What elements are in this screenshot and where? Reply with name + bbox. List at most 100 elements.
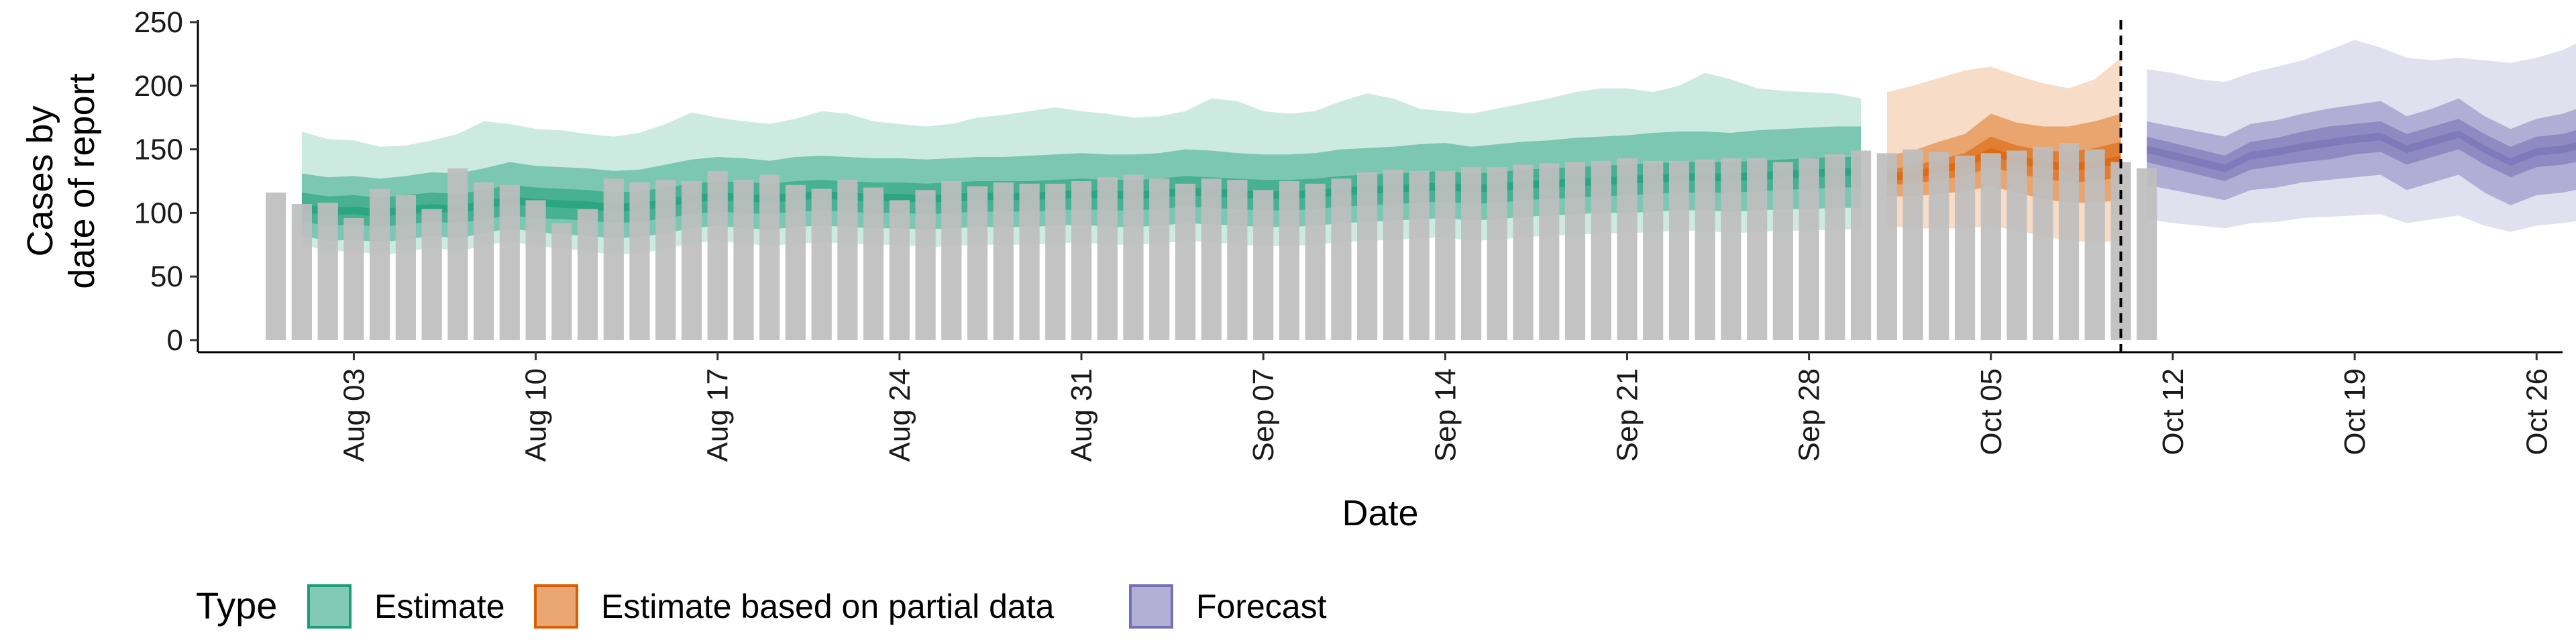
bar xyxy=(1461,167,1482,340)
bar xyxy=(811,189,832,340)
bar xyxy=(1435,170,1456,340)
x-tick-label: Sep 07 xyxy=(1247,368,1280,462)
x-axis-title: Date xyxy=(1342,493,1418,533)
bar xyxy=(1123,174,1144,340)
bar xyxy=(1617,158,1638,340)
bar xyxy=(2137,168,2157,340)
bar xyxy=(1643,160,1664,340)
bar xyxy=(1851,150,1872,340)
legend-label: Estimate xyxy=(374,588,505,625)
bar xyxy=(785,184,806,340)
bar xyxy=(1825,154,1845,340)
bar xyxy=(1799,158,1819,340)
bar xyxy=(1357,172,1378,340)
bar xyxy=(1747,158,1768,340)
bar xyxy=(2033,146,2053,341)
bar xyxy=(474,182,494,340)
bar xyxy=(863,187,884,340)
bar xyxy=(2006,150,2027,340)
bar xyxy=(1955,156,1976,340)
x-tick-label: Aug 31 xyxy=(1065,368,1098,462)
axes-layer: 0 50 100 150 200 250 Aug 03 Aug 10 Aug 17 Aug 24 A… xyxy=(20,6,2563,533)
bar xyxy=(733,180,754,340)
bar xyxy=(1175,183,1196,340)
bar xyxy=(655,180,676,340)
legend-key xyxy=(534,584,578,629)
bar xyxy=(2084,149,2105,340)
bar xyxy=(1772,162,1793,340)
ribbon-forecast-median xyxy=(2147,130,2576,172)
y-tick-label: 250 xyxy=(134,6,183,39)
bar xyxy=(915,190,936,340)
bar xyxy=(1929,152,1949,340)
y-tick-label: 150 xyxy=(134,133,183,166)
bar xyxy=(1045,183,1066,340)
x-tick-label: Oct 12 xyxy=(2157,368,2190,455)
bar xyxy=(1695,159,1715,341)
bar xyxy=(1876,153,1897,341)
bar xyxy=(317,203,338,340)
y-axis-title: Cases bydate of report xyxy=(20,73,102,288)
bar xyxy=(266,193,286,340)
bar xyxy=(1097,177,1118,340)
y-tick-label: 100 xyxy=(134,197,183,229)
bar xyxy=(1279,181,1299,340)
bar xyxy=(1980,153,2001,341)
bar xyxy=(395,195,416,340)
x-tick-label: Oct 19 xyxy=(2339,368,2371,455)
x-tick-label: Sep 14 xyxy=(1429,368,1462,462)
x-tick-label: Aug 10 xyxy=(520,368,553,462)
legend-title: Type xyxy=(196,584,277,627)
bar xyxy=(1668,160,1690,340)
legend-key xyxy=(1129,584,1173,629)
y-tick-label: 50 xyxy=(150,260,183,293)
x-tick-label: Oct 26 xyxy=(2520,368,2553,455)
bar xyxy=(1721,158,1741,340)
bar xyxy=(837,180,858,340)
bar xyxy=(1149,178,1170,340)
x-tick-label: Sep 21 xyxy=(1611,368,1644,462)
y-axis-title-line: Cases by xyxy=(20,105,60,256)
x-tick-label: Aug 17 xyxy=(702,368,735,462)
bar xyxy=(1331,178,1352,340)
legend-label: Forecast xyxy=(1196,588,1327,625)
x-tick-label: Sep 28 xyxy=(1793,368,1826,462)
bar xyxy=(370,189,390,340)
bar xyxy=(421,209,442,340)
bar xyxy=(447,168,468,340)
bar xyxy=(603,178,624,340)
bar xyxy=(759,174,780,340)
x-tick-label: Aug 03 xyxy=(337,368,370,462)
legend-label: Estimate based on partial data xyxy=(601,588,1055,625)
y-axis-title-line: date of report xyxy=(62,73,102,288)
legend-key xyxy=(307,584,352,629)
bar xyxy=(889,200,910,340)
x-tick-label: Oct 05 xyxy=(1975,368,2008,455)
y-tick-label: 0 xyxy=(167,324,183,357)
bar xyxy=(941,181,962,340)
bar xyxy=(1227,180,1248,340)
bar xyxy=(577,209,598,340)
bar xyxy=(1487,167,1507,340)
bar xyxy=(707,170,728,340)
bar xyxy=(967,186,988,340)
bar xyxy=(1305,183,1326,340)
bar xyxy=(681,181,702,340)
y-tick-label: 200 xyxy=(134,70,183,103)
bar xyxy=(1383,169,1403,340)
bar xyxy=(1253,190,1274,340)
bars-layer xyxy=(266,143,2157,341)
bar xyxy=(1539,163,1560,340)
bar xyxy=(993,182,1014,340)
bar xyxy=(525,200,546,340)
bar xyxy=(1019,183,1040,340)
bar xyxy=(1409,170,1430,340)
bar xyxy=(1071,181,1092,340)
bar xyxy=(1591,160,1611,340)
bar xyxy=(291,204,312,340)
bar xyxy=(1201,178,1222,340)
bar xyxy=(1902,149,1923,340)
x-tick-label: Aug 24 xyxy=(883,368,916,462)
legend: Type Estimate Estimate based on partial da… xyxy=(196,584,1327,629)
